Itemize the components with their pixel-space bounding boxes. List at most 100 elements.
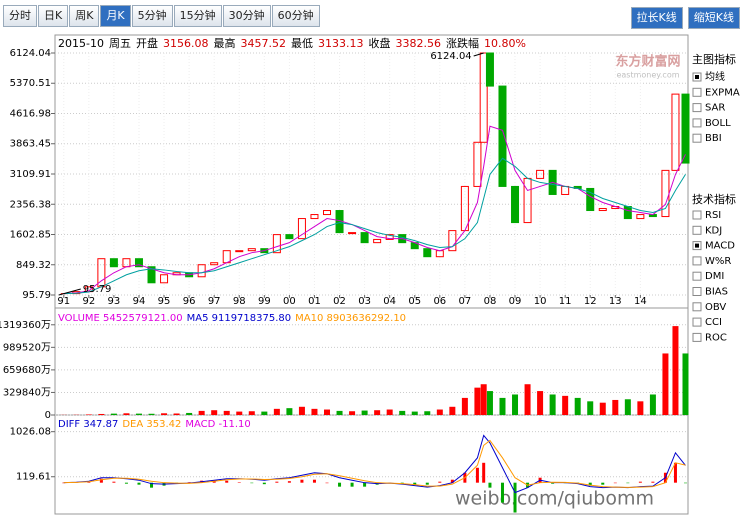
candle <box>348 232 357 235</box>
volume-bar <box>399 410 406 415</box>
volume-bar <box>161 413 168 415</box>
volume-bar <box>512 394 519 415</box>
checkbox <box>692 317 702 327</box>
x-tick-label: 12 <box>584 296 597 307</box>
tab[interactable]: 月K <box>100 5 131 27</box>
button[interactable]: 拉长K线 <box>630 7 683 29</box>
tab[interactable]: 日K <box>38 5 69 27</box>
tab[interactable]: 5分钟 <box>131 5 173 27</box>
macd-bar <box>626 482 630 484</box>
y-tick-label: 1602.85 <box>10 230 51 241</box>
macd-bar <box>99 478 103 483</box>
candle <box>423 248 432 258</box>
tab[interactable]: 分时 <box>3 5 37 27</box>
macd-bar <box>62 482 66 484</box>
tab[interactable]: 30分钟 <box>222 5 271 27</box>
macd-bar <box>275 481 279 483</box>
volume-bar <box>324 409 331 415</box>
candle <box>285 234 294 240</box>
option-label: BBI <box>705 133 722 144</box>
checkbox <box>692 118 702 128</box>
x-tick-label: 05 <box>408 296 421 307</box>
macd-bar <box>482 462 486 483</box>
volume-bar <box>198 410 205 415</box>
macd-bar <box>475 467 479 483</box>
info-item: 3133.13 <box>318 37 364 50</box>
candle <box>636 214 645 220</box>
volume-bar <box>624 399 631 415</box>
volume-bar <box>480 384 487 415</box>
volume-bar <box>549 394 556 415</box>
y-tick-label: 1319360万 <box>0 320 51 331</box>
x-tick-label: 91 <box>57 296 70 307</box>
x-tick-label: 92 <box>82 296 95 307</box>
watermark: weibo.com/qiubomm <box>455 488 654 510</box>
checkbox <box>692 225 702 235</box>
volume-bar <box>349 411 356 415</box>
volume-bar <box>486 391 493 415</box>
volume-bar <box>110 413 117 415</box>
candle <box>272 234 281 254</box>
macd-bar <box>137 482 141 485</box>
macd-bar <box>312 479 316 483</box>
volume-bar <box>223 410 230 415</box>
x-tick-label: 10 <box>534 296 547 307</box>
line <box>63 434 686 494</box>
x-tick-label: 98 <box>233 296 246 307</box>
info-item: 最低 <box>291 37 313 50</box>
annotation-line <box>473 52 484 57</box>
y-tick-label: 4616.98 <box>10 108 51 119</box>
macd-bar <box>413 482 417 485</box>
candle <box>485 52 494 87</box>
tab[interactable]: 15分钟 <box>173 5 222 27</box>
header-item: VOLUME 5452579121.00 <box>58 313 183 324</box>
header-item: MACD -11.10 <box>185 419 250 430</box>
line <box>63 125 686 295</box>
candle <box>109 258 118 268</box>
candle <box>473 141 482 187</box>
x-tick-label: 94 <box>133 296 146 307</box>
volume-bar <box>672 326 679 415</box>
checkbox <box>692 332 702 342</box>
volume-bar <box>524 384 531 415</box>
candle <box>681 93 690 164</box>
annotation: 6124.04 <box>430 51 471 62</box>
tab[interactable]: 周K <box>69 5 100 27</box>
volume-bar <box>148 413 155 415</box>
button[interactable]: 缩短K线 <box>687 7 740 29</box>
volume-bar <box>386 409 393 415</box>
candle <box>235 250 244 253</box>
checkbox-mark <box>695 75 699 79</box>
volume-bar <box>424 411 431 415</box>
volume-bar <box>411 411 418 415</box>
candle <box>498 85 507 187</box>
option-label: ROC <box>705 332 727 343</box>
macd-bar <box>363 482 367 487</box>
y-tick-label: 3863.45 <box>10 139 51 150</box>
volume-bar <box>298 406 305 415</box>
candle <box>561 185 570 195</box>
volume-bar <box>649 394 656 415</box>
x-tick-label: 95 <box>158 296 171 307</box>
header-item: MA5 9119718375.80 <box>187 313 292 324</box>
x-tick-label: 96 <box>183 296 196 307</box>
info-item: 收盘 <box>368 36 390 50</box>
checkbox-mark <box>695 243 699 248</box>
volume-bar <box>682 353 689 415</box>
option-label: 均线 <box>705 70 725 83</box>
volume-bar <box>637 401 644 415</box>
option-label: MACD <box>705 241 735 252</box>
volume-bar <box>449 406 456 415</box>
info-row: 2015-10 周五 开盘 3156.08 最高 3457.52 最低 3133.13 收盘 33… <box>58 36 526 50</box>
macd-bar <box>187 482 191 483</box>
candle <box>511 185 520 224</box>
volume-bar <box>562 395 569 415</box>
option-label: EXPMA <box>705 87 740 98</box>
tab[interactable]: 60分钟 <box>271 5 320 27</box>
candle <box>523 177 532 224</box>
x-tick-label: 99 <box>258 296 271 307</box>
volume-bar <box>98 413 105 415</box>
y-tick-label: 989520万 <box>3 342 51 353</box>
x-tick-label: 06 <box>433 296 446 307</box>
